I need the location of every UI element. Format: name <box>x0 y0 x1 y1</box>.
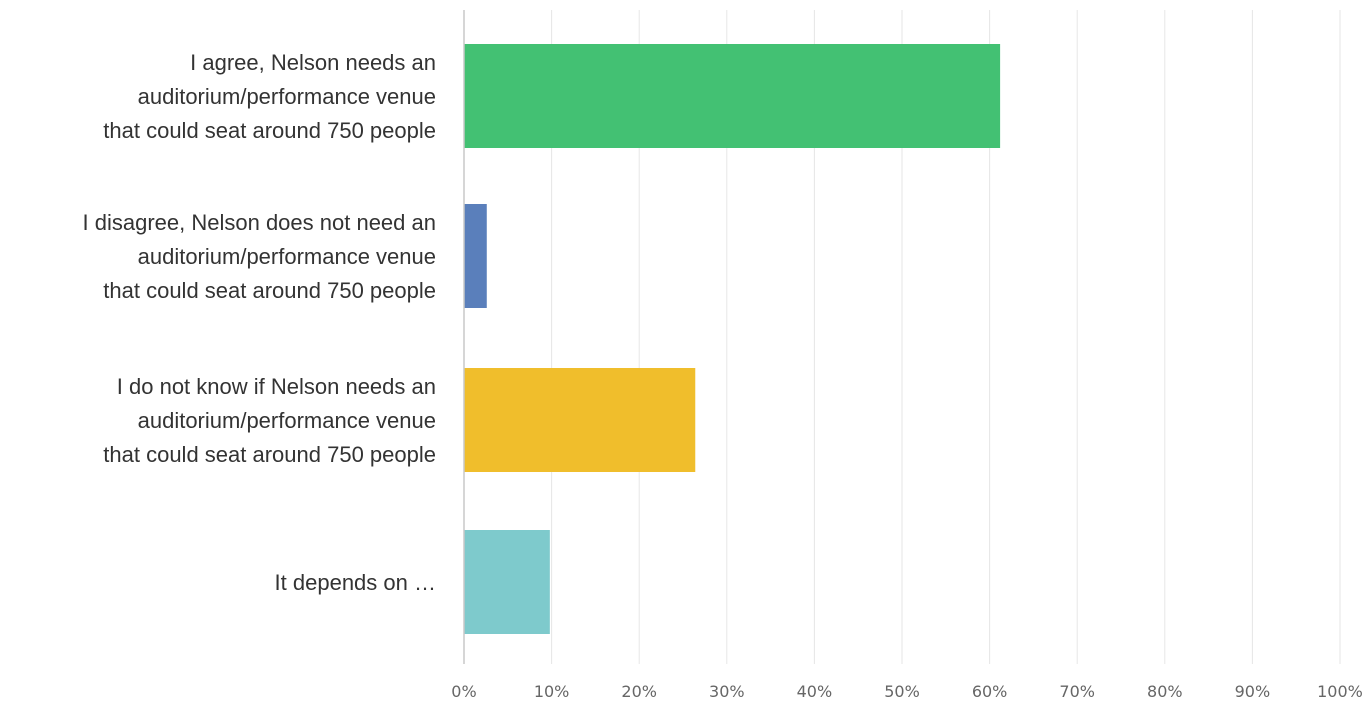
category-label: that could seat around 750 people <box>103 278 436 303</box>
bar <box>464 204 487 308</box>
category-label: I disagree, Nelson does not need an <box>83 210 436 235</box>
category-labels: I agree, Nelson needs an auditorium/perfo… <box>83 50 436 595</box>
x-tick-labels: 0% 10% 20% 30% 40% 50% 60% 70% 80% 90% 100% <box>451 682 1363 701</box>
x-tick-label: 70% <box>1059 682 1095 701</box>
x-tick-label: 90% <box>1235 682 1271 701</box>
x-tick-label: 30% <box>709 682 745 701</box>
x-tick-label: 50% <box>884 682 920 701</box>
x-tick-label: 10% <box>534 682 570 701</box>
category-label: auditorium/performance venue <box>138 244 436 269</box>
x-tick-label: 100% <box>1317 682 1363 701</box>
category-label: It depends on … <box>275 570 436 595</box>
category-label: that could seat around 750 people <box>103 442 436 467</box>
x-tick-label: 0% <box>451 682 476 701</box>
bars <box>464 44 1001 634</box>
x-tick-label: 40% <box>797 682 833 701</box>
category-label: that could seat around 750 people <box>103 118 436 143</box>
x-tick-label: 60% <box>972 682 1008 701</box>
bar <box>464 530 550 634</box>
category-label: auditorium/performance venue <box>138 408 436 433</box>
bar <box>464 44 1001 148</box>
category-label: I do not know if Nelson needs an <box>117 374 436 399</box>
x-tick-label: 80% <box>1147 682 1183 701</box>
bar <box>464 368 696 472</box>
category-label: I agree, Nelson needs an <box>190 50 436 75</box>
category-label: auditorium/performance venue <box>138 84 436 109</box>
x-tick-label: 20% <box>621 682 657 701</box>
